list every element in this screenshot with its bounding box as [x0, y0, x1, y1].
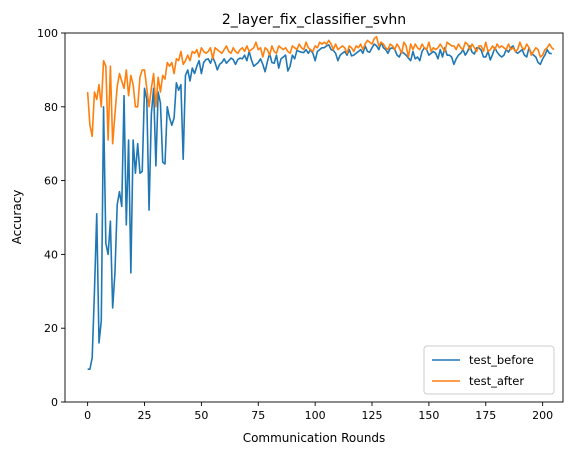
legend-label-test-after: test_after: [469, 374, 524, 388]
x-tick-label: 100: [305, 409, 326, 422]
x-tick-label: 150: [418, 409, 439, 422]
y-tick-label: 40: [44, 248, 58, 261]
series-line-test-before: [87, 41, 552, 370]
series-line-test-after: [86, 35, 555, 145]
legend-label-test-before: test_before: [469, 353, 534, 367]
y-tick-label: 20: [44, 322, 58, 335]
x-tick-label: 175: [475, 409, 496, 422]
x-tick-label: 50: [194, 409, 208, 422]
x-tick-label: 75: [251, 409, 265, 422]
y-tick-label: 100: [37, 27, 58, 40]
y-tick-label: 80: [44, 101, 58, 114]
legend-box: [423, 345, 555, 395]
tick-layer: 0 25 50 75 100 125 150 175 200 0 20 40 60 80 100: [37, 27, 553, 422]
y-tick-label: 60: [44, 175, 58, 188]
x-axis-label: Communication Rounds: [243, 431, 386, 445]
x-tick-label: 200: [532, 409, 553, 422]
y-tick-label: 0: [51, 396, 58, 409]
plot-frame: [64, 32, 564, 403]
x-tick-label: 0: [84, 409, 91, 422]
y-axis-label: Accuracy: [10, 190, 24, 245]
legend: test_before test_after: [423, 345, 555, 395]
series-layer: [86, 35, 555, 370]
x-tick-label: 25: [138, 409, 152, 422]
x-tick-label: 125: [362, 409, 383, 422]
chart-title: 2_layer_fix_classifier_svhn: [222, 12, 406, 28]
